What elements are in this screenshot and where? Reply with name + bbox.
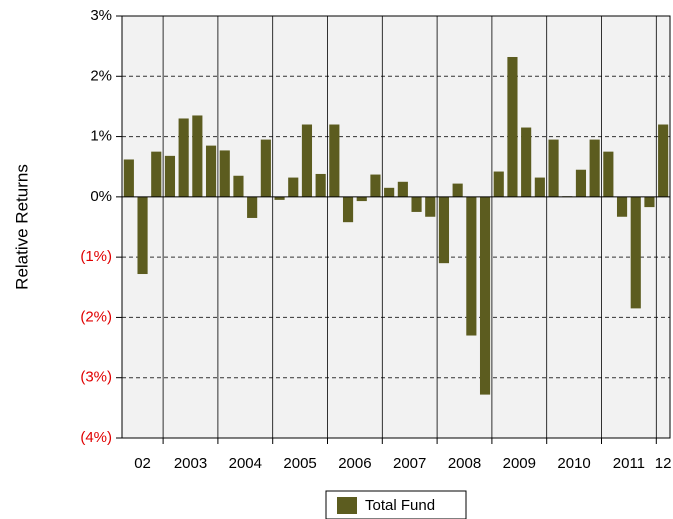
- bar: [493, 171, 504, 197]
- y-tick-label: (1%): [80, 248, 112, 265]
- legend-label: Total Fund: [365, 497, 435, 514]
- bar: [192, 115, 203, 197]
- plot-area: [122, 16, 670, 438]
- bar: [123, 159, 134, 197]
- x-tick-label: 12: [655, 455, 672, 472]
- x-tick-label: 2011: [613, 455, 645, 472]
- bar: [616, 196, 628, 217]
- bar: [589, 139, 600, 197]
- bar: [370, 174, 381, 197]
- bar: [288, 177, 299, 197]
- y-tick-label: 0%: [90, 188, 112, 205]
- bar: [205, 145, 217, 197]
- bar: [438, 196, 450, 264]
- y-tick-label: (3%): [80, 369, 112, 386]
- x-tick-label: 2005: [283, 455, 316, 472]
- y-tick-label: 1%: [90, 128, 112, 145]
- bar: [603, 151, 614, 197]
- bar: [301, 124, 313, 197]
- bar: [233, 175, 244, 197]
- x-tick-label: 2009: [503, 455, 536, 472]
- x-tick-label: 2003: [174, 455, 207, 472]
- bar: [397, 181, 408, 197]
- x-tick-label: 02: [134, 455, 151, 472]
- y-axis-label: Relative Returns: [12, 164, 31, 290]
- x-tick-label: 2010: [557, 455, 590, 472]
- bar: [411, 196, 422, 212]
- bar: [521, 127, 532, 197]
- y-tick-label: (2%): [80, 308, 112, 325]
- bar: [548, 139, 559, 197]
- bar: [247, 196, 258, 218]
- bar: [356, 196, 367, 202]
- x-tick-label: 2006: [338, 455, 371, 472]
- bar: [178, 118, 189, 197]
- bar: [452, 183, 463, 197]
- y-tick-label: 2%: [90, 67, 112, 84]
- bar: [507, 56, 518, 197]
- bar: [479, 196, 491, 395]
- bar: [219, 150, 230, 197]
- y-tick-label: (4%): [80, 429, 112, 446]
- bar: [137, 196, 148, 275]
- bar: [329, 124, 340, 197]
- bar: [425, 196, 436, 217]
- legend-swatch: [337, 497, 357, 514]
- x-tick-label: 2007: [393, 455, 426, 472]
- bar: [342, 196, 354, 223]
- y-tick-label: 3%: [90, 7, 112, 24]
- plot-border: [121, 15, 671, 439]
- x-tick-label: 2008: [448, 455, 481, 472]
- bar: [466, 196, 477, 336]
- bar: [630, 196, 641, 309]
- bar: [644, 196, 655, 208]
- bar: [164, 155, 176, 197]
- bar: [384, 187, 395, 197]
- bar: [534, 177, 545, 197]
- bar: [315, 173, 326, 197]
- bar: [658, 124, 669, 197]
- bar: [274, 196, 285, 200]
- bar: [575, 169, 587, 197]
- bar: [260, 139, 271, 197]
- x-tick-label: 2004: [229, 455, 262, 472]
- bar: [151, 151, 162, 197]
